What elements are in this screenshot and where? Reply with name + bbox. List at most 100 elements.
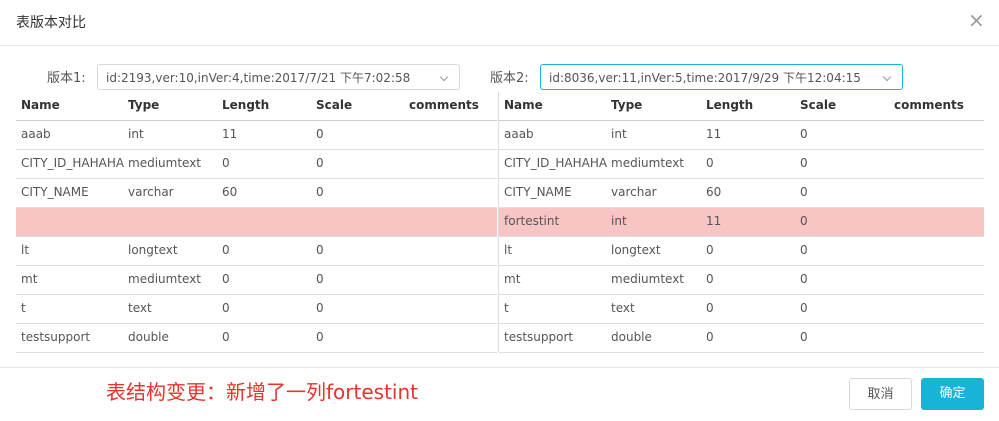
table-cell: 0 bbox=[316, 330, 324, 344]
table-cell: 0 bbox=[800, 185, 808, 199]
row-border bbox=[16, 178, 497, 179]
row-border bbox=[499, 149, 984, 150]
table-cell: 0 bbox=[222, 330, 230, 344]
table-cell: 11 bbox=[706, 127, 722, 141]
table-cell: 0 bbox=[800, 214, 808, 228]
table-cell: lt bbox=[21, 243, 30, 257]
table-cell: 0 bbox=[800, 301, 808, 315]
row-border bbox=[499, 294, 984, 295]
table-cell: 0 bbox=[316, 185, 324, 199]
table-cell: 0 bbox=[706, 156, 714, 170]
row-border bbox=[16, 323, 497, 324]
table-cell: aaab bbox=[21, 127, 51, 141]
table-cell: 0 bbox=[706, 301, 714, 315]
table-cell: aaab bbox=[504, 127, 534, 141]
version-label: 版本2: bbox=[490, 71, 529, 86]
close-button[interactable]: × bbox=[968, 8, 985, 32]
table-cell: 0 bbox=[800, 127, 808, 141]
table-cell: 0 bbox=[222, 301, 230, 315]
table-cell: 0 bbox=[800, 243, 808, 257]
row-border bbox=[16, 207, 497, 208]
table-cell: 0 bbox=[316, 301, 324, 315]
table-cell: CITY_ID_HAHAHA bbox=[21, 156, 125, 170]
table-cell: 0 bbox=[706, 243, 714, 257]
table-cell: fortestint bbox=[504, 214, 560, 228]
table-cell: t bbox=[21, 301, 26, 315]
table-cell: 60 bbox=[222, 185, 238, 199]
table-cell: testsupport bbox=[21, 330, 91, 344]
row-border bbox=[499, 323, 984, 324]
table-cell: 11 bbox=[706, 214, 722, 228]
cancel-button[interactable]: 取消 bbox=[849, 378, 912, 410]
table-cell: lt bbox=[504, 243, 513, 257]
row-border bbox=[16, 236, 497, 237]
highlight-row bbox=[16, 208, 497, 236]
table-cell: text bbox=[611, 301, 635, 315]
divider bbox=[0, 367, 999, 368]
table-cell: 0 bbox=[222, 156, 230, 170]
divider bbox=[498, 92, 499, 352]
row-border bbox=[16, 149, 497, 150]
column-header: Scale bbox=[316, 98, 353, 112]
row-border bbox=[16, 120, 497, 121]
table-cell: t bbox=[504, 301, 509, 315]
row-border bbox=[499, 120, 984, 121]
column-header: Name bbox=[504, 98, 543, 112]
table-cell: 11 bbox=[222, 127, 238, 141]
table-cell: 0 bbox=[316, 243, 324, 257]
table-cell: 0 bbox=[316, 272, 324, 286]
column-header: Length bbox=[706, 98, 754, 112]
column-header: Length bbox=[222, 98, 270, 112]
table-cell: mediumtext bbox=[611, 272, 685, 286]
table-cell: mt bbox=[504, 272, 521, 286]
row-border bbox=[16, 352, 497, 353]
version-select[interactable]: id:2193,ver:10,inVer:4,time:2017/7/21 下午… bbox=[97, 64, 460, 90]
table-cell: CITY_NAME bbox=[21, 185, 89, 199]
version-label: 版本1: bbox=[47, 71, 86, 86]
table-cell: longtext bbox=[128, 243, 178, 257]
change-message: 表结构变更：新增了一列fortestint bbox=[106, 380, 418, 404]
table-cell: 0 bbox=[316, 156, 324, 170]
table-cell: 0 bbox=[800, 330, 808, 344]
table-cell: 60 bbox=[706, 185, 722, 199]
table-cell: 0 bbox=[800, 272, 808, 286]
table-cell: varchar bbox=[611, 185, 657, 199]
table-cell: varchar bbox=[128, 185, 174, 199]
table-cell: longtext bbox=[611, 243, 661, 257]
table-cell: testsupport bbox=[504, 330, 574, 344]
confirm-button[interactable]: 确定 bbox=[921, 378, 984, 410]
table-cell: int bbox=[611, 127, 627, 141]
table-cell: mediumtext bbox=[128, 272, 202, 286]
table-cell: double bbox=[128, 330, 169, 344]
row-border bbox=[499, 178, 984, 179]
table-cell: CITY_NAME bbox=[504, 185, 572, 199]
table-cell: text bbox=[128, 301, 152, 315]
column-header: Name bbox=[21, 98, 60, 112]
table-cell: int bbox=[611, 214, 627, 228]
table-cell: 0 bbox=[706, 272, 714, 286]
table-cell: mt bbox=[21, 272, 38, 286]
row-border bbox=[499, 207, 984, 208]
table-cell: mediumtext bbox=[611, 156, 685, 170]
table-cell: double bbox=[611, 330, 652, 344]
column-header: Type bbox=[128, 98, 160, 112]
table-cell: int bbox=[128, 127, 144, 141]
table-cell: mediumtext bbox=[128, 156, 202, 170]
row-border bbox=[16, 265, 497, 266]
column-header: Type bbox=[611, 98, 643, 112]
row-border bbox=[16, 294, 497, 295]
table-cell: 0 bbox=[316, 127, 324, 141]
divider bbox=[0, 45, 999, 46]
version-select[interactable]: id:8036,ver:11,inVer:5,time:2017/9/29 下午… bbox=[540, 64, 903, 90]
table-cell: 0 bbox=[800, 156, 808, 170]
table-cell: CITY_ID_HAHAHA bbox=[504, 156, 608, 170]
table-cell: 0 bbox=[222, 272, 230, 286]
row-border bbox=[499, 265, 984, 266]
row-border bbox=[499, 352, 984, 353]
column-header: comments bbox=[894, 98, 964, 112]
table-cell: 0 bbox=[706, 330, 714, 344]
row-border bbox=[499, 236, 984, 237]
column-header: Scale bbox=[800, 98, 837, 112]
table-cell: 0 bbox=[222, 243, 230, 257]
